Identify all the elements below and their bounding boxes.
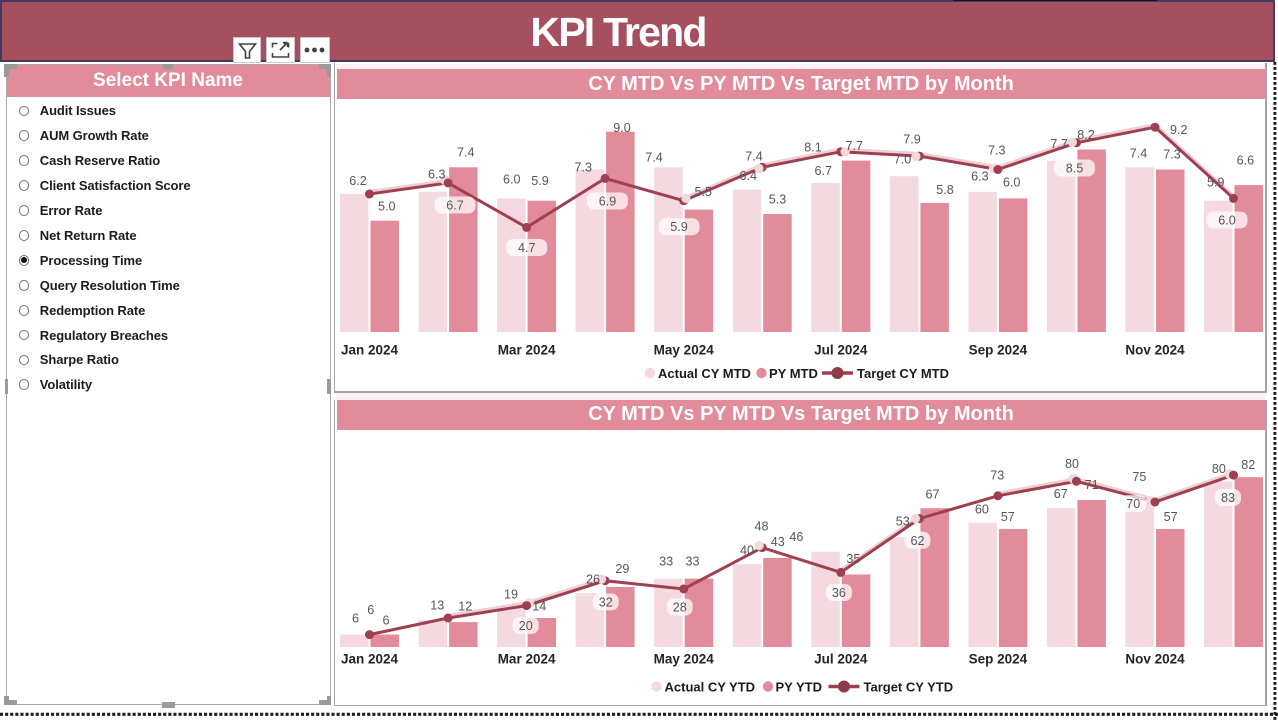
svg-text:Target CY YTD: Target CY YTD <box>864 680 954 695</box>
svg-text:7.7: 7.7 <box>1050 137 1068 151</box>
svg-text:7.3: 7.3 <box>575 161 593 175</box>
svg-text:62: 62 <box>910 534 924 548</box>
svg-text:32: 32 <box>599 595 613 609</box>
svg-text:4.7: 4.7 <box>518 241 536 255</box>
svg-text:43: 43 <box>771 535 785 549</box>
svg-text:19: 19 <box>504 588 518 602</box>
svg-text:29: 29 <box>615 562 629 576</box>
svg-text:5.3: 5.3 <box>769 193 787 207</box>
svg-text:6.7: 6.7 <box>815 164 833 178</box>
svg-text:Actual CY YTD: Actual CY YTD <box>665 680 756 695</box>
svg-text:57: 57 <box>1164 510 1178 524</box>
svg-text:6.2: 6.2 <box>349 174 367 188</box>
svg-text:70: 70 <box>1126 497 1140 511</box>
svg-text:7.7: 7.7 <box>845 139 863 153</box>
svg-text:Jan 2024: Jan 2024 <box>341 652 399 667</box>
svg-text:PY MTD: PY MTD <box>769 366 818 381</box>
svg-text:12: 12 <box>458 600 472 614</box>
svg-text:7.3: 7.3 <box>1163 147 1181 161</box>
svg-text:7.4: 7.4 <box>1130 147 1148 161</box>
svg-text:Nov 2024: Nov 2024 <box>1125 343 1185 358</box>
svg-text:75: 75 <box>1132 470 1146 484</box>
svg-text:33: 33 <box>685 555 699 569</box>
svg-text:6.3: 6.3 <box>428 168 446 182</box>
svg-text:6.0: 6.0 <box>1003 176 1021 190</box>
svg-text:Sep 2024: Sep 2024 <box>969 652 1028 667</box>
svg-text:60: 60 <box>975 503 989 517</box>
svg-text:5.0: 5.0 <box>378 200 396 214</box>
svg-text:Jul 2024: Jul 2024 <box>814 652 868 667</box>
svg-text:5.8: 5.8 <box>936 183 954 197</box>
svg-text:82: 82 <box>1241 458 1255 472</box>
svg-text:6.0: 6.0 <box>503 173 521 187</box>
svg-text:80: 80 <box>1212 462 1226 476</box>
svg-text:67: 67 <box>1054 487 1068 501</box>
svg-text:20: 20 <box>519 619 533 633</box>
svg-text:May 2024: May 2024 <box>654 343 715 358</box>
svg-text:28: 28 <box>673 601 687 615</box>
svg-text:Jul 2024: Jul 2024 <box>814 343 868 358</box>
svg-text:6: 6 <box>367 603 374 617</box>
svg-text:36: 36 <box>832 586 846 600</box>
svg-text:May 2024: May 2024 <box>654 652 715 667</box>
svg-text:7.4: 7.4 <box>745 150 763 164</box>
svg-text:Sep 2024: Sep 2024 <box>969 343 1028 358</box>
svg-text:83: 83 <box>1221 491 1235 505</box>
svg-text:7.0: 7.0 <box>894 153 912 167</box>
svg-text:6.3: 6.3 <box>971 170 989 184</box>
svg-text:PY YTD: PY YTD <box>776 680 822 695</box>
svg-text:33: 33 <box>659 555 673 569</box>
svg-text:Jan 2024: Jan 2024 <box>341 343 399 358</box>
svg-text:5.9: 5.9 <box>531 174 549 188</box>
svg-text:5.9: 5.9 <box>670 220 688 234</box>
svg-text:7.4: 7.4 <box>645 151 663 165</box>
svg-text:6: 6 <box>352 612 359 626</box>
svg-text:6.6: 6.6 <box>1237 154 1255 168</box>
svg-text:Nov 2024: Nov 2024 <box>1125 652 1185 667</box>
svg-text:5.9: 5.9 <box>1207 176 1225 190</box>
svg-text:8.5: 8.5 <box>1066 162 1084 176</box>
svg-text:8.1: 8.1 <box>804 140 822 154</box>
svg-text:26: 26 <box>586 573 600 587</box>
svg-text:6.9: 6.9 <box>599 195 617 209</box>
svg-text:6.4: 6.4 <box>740 169 758 183</box>
svg-text:Actual CY MTD: Actual CY MTD <box>658 366 751 381</box>
svg-text:9.0: 9.0 <box>613 121 631 135</box>
svg-text:14: 14 <box>532 600 546 614</box>
svg-text:6.7: 6.7 <box>446 199 464 213</box>
svg-text:53: 53 <box>896 515 910 529</box>
svg-text:73: 73 <box>990 469 1004 483</box>
svg-text:67: 67 <box>925 488 939 502</box>
svg-text:7.3: 7.3 <box>988 144 1006 158</box>
svg-text:13: 13 <box>430 599 444 613</box>
svg-text:35: 35 <box>846 552 860 566</box>
svg-text:71: 71 <box>1085 478 1099 492</box>
svg-text:57: 57 <box>1001 510 1015 524</box>
svg-text:46: 46 <box>789 530 803 544</box>
svg-text:6.0: 6.0 <box>1218 214 1236 228</box>
svg-text:Mar 2024: Mar 2024 <box>498 652 556 667</box>
svg-text:48: 48 <box>754 520 768 534</box>
svg-text:Mar 2024: Mar 2024 <box>498 343 556 358</box>
svg-text:9.2: 9.2 <box>1170 123 1188 137</box>
svg-text:40: 40 <box>740 544 754 558</box>
svg-text:8.2: 8.2 <box>1077 128 1095 142</box>
svg-text:80: 80 <box>1065 457 1079 471</box>
svg-text:6: 6 <box>382 613 389 627</box>
svg-text:5.5: 5.5 <box>695 185 713 199</box>
svg-text:7.4: 7.4 <box>457 146 475 160</box>
svg-text:Target CY MTD: Target CY MTD <box>857 366 949 381</box>
svg-text:7.9: 7.9 <box>903 133 921 147</box>
